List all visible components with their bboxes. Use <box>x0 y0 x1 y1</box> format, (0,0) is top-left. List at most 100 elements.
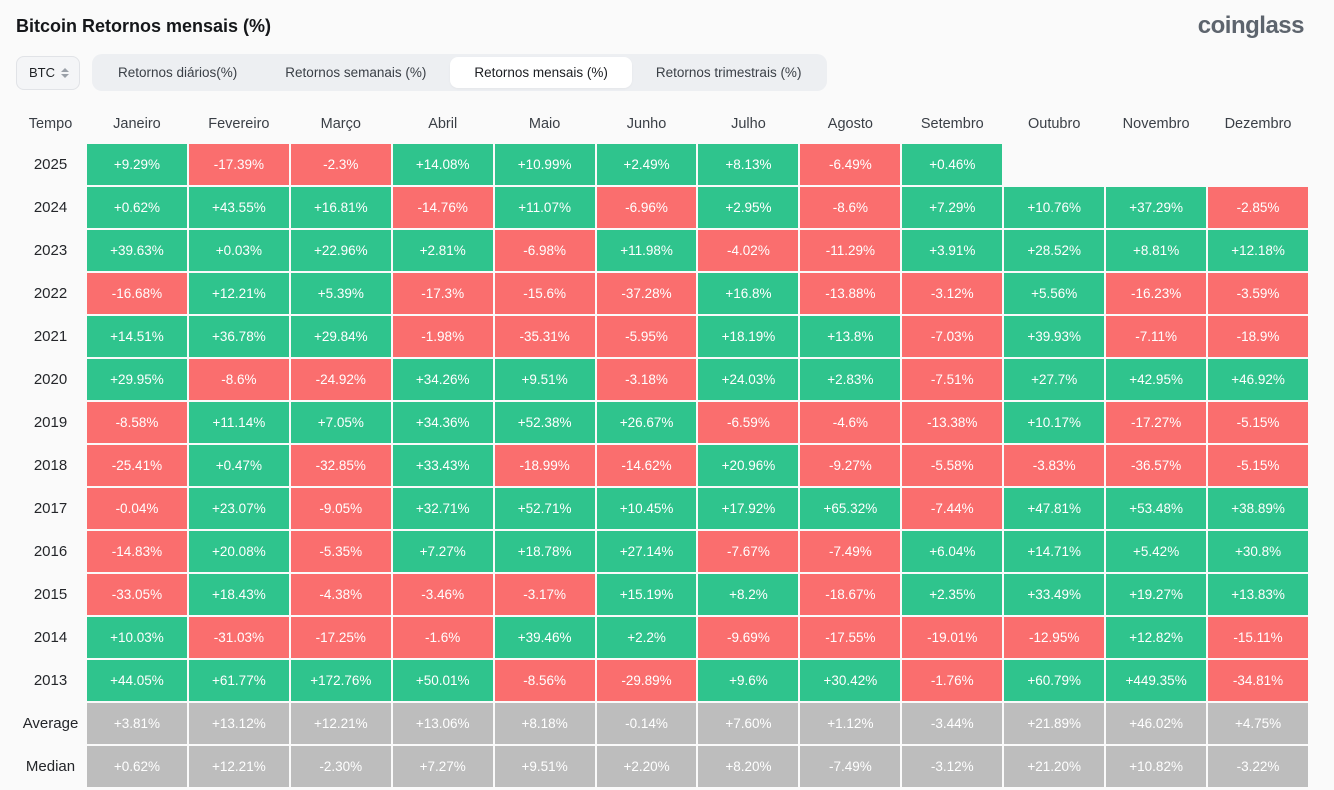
cell-2020-dezembro: +46.92% <box>1208 359 1308 400</box>
cell-average-outubro: +21.89% <box>1004 703 1105 744</box>
cell-2014-janeiro: +10.03% <box>87 617 187 658</box>
column-header-outubro: Outubro <box>1027 116 1081 132</box>
cell-2013-janeiro: +44.05% <box>87 660 187 701</box>
cell-2018-marco: -32.85% <box>290 445 391 486</box>
coinglass-logo: coinglass <box>1197 12 1305 39</box>
cell-2014-marco: -17.25% <box>290 617 391 658</box>
cell-average-fevereiro: +13.12% <box>188 703 289 744</box>
cell-2020-novembro: +42.95% <box>1106 359 1207 400</box>
cell-2020-abril: +34.26% <box>392 359 493 400</box>
cell-2019-outubro: +10.17% <box>1004 402 1105 443</box>
cell-average-abril: +13.06% <box>392 703 493 744</box>
cell-2019-julho: -6.59% <box>698 402 799 443</box>
cell-median-dezembro: -3.22% <box>1208 746 1308 787</box>
cell-median-agosto: -7.49% <box>800 746 901 787</box>
cell-2013-maio: -8.56% <box>494 660 595 701</box>
tab-retornos-mensais[interactable]: Retornos mensais (%) <box>450 57 632 88</box>
cell-2017-agosto: +65.32% <box>800 488 901 529</box>
cell-2021-fevereiro: +36.78% <box>188 316 289 357</box>
row-label-2014: 2014 <box>33 629 68 646</box>
cell-median-maio: +9.51% <box>494 746 595 787</box>
cell-2022-setembro: -3.12% <box>902 273 1003 314</box>
cell-2015-maio: -3.17% <box>494 574 595 615</box>
cell-2013-junho: -29.89% <box>596 660 697 701</box>
cell-2024-fevereiro: +43.55% <box>188 187 289 228</box>
column-header-tempo: Tempo <box>28 116 73 132</box>
cell-average-junho: -0.14% <box>596 703 697 744</box>
cell-average-novembro: +46.02% <box>1106 703 1207 744</box>
cell-2018-setembro: -5.58% <box>902 445 1003 486</box>
tab-retornos-diarios[interactable]: Retornos diários(%) <box>118 65 238 80</box>
cell-2018-dezembro: -5.15% <box>1208 445 1308 486</box>
cell-median-marco: -2.30% <box>290 746 391 787</box>
cell-2023-junho: +11.98% <box>596 230 697 271</box>
cell-2019-marco: +7.05% <box>290 402 391 443</box>
cell-2023-setembro: +3.91% <box>902 230 1003 271</box>
cell-2020-marco: -24.92% <box>290 359 391 400</box>
cell-2018-maio: -18.99% <box>494 445 595 486</box>
row-label-2021: 2021 <box>33 328 68 345</box>
cell-2015-fevereiro: +18.43% <box>188 574 289 615</box>
tab-retornos-semanais[interactable]: Retornos semanais (%) <box>285 65 427 80</box>
cell-2025-novembro <box>1106 144 1206 185</box>
cell-2015-setembro: +2.35% <box>902 574 1003 615</box>
cell-2021-abril: -1.98% <box>392 316 493 357</box>
cell-median-novembro: +10.82% <box>1106 746 1207 787</box>
row-label-2013: 2013 <box>33 672 68 689</box>
row-label-2025: 2025 <box>33 156 68 173</box>
row-label-2020: 2020 <box>33 371 68 388</box>
cell-2025-marco: -2.3% <box>290 144 391 185</box>
cell-2019-dezembro: -5.15% <box>1208 402 1308 443</box>
cell-2017-outubro: +47.81% <box>1004 488 1105 529</box>
cell-2017-fevereiro: +23.07% <box>188 488 289 529</box>
cell-2025-maio: +10.99% <box>494 144 595 185</box>
cell-2022-abril: -17.3% <box>392 273 493 314</box>
cell-2016-junho: +27.14% <box>596 531 697 572</box>
cell-2016-outubro: +14.71% <box>1004 531 1105 572</box>
cell-2016-abril: +7.27% <box>392 531 493 572</box>
cell-2021-outubro: +39.93% <box>1004 316 1105 357</box>
cell-2015-marco: -4.38% <box>290 574 391 615</box>
cell-2025-agosto: -6.49% <box>800 144 901 185</box>
cell-2015-agosto: -18.67% <box>800 574 901 615</box>
column-header-dezembro: Dezembro <box>1224 116 1292 132</box>
cell-average-julho: +7.60% <box>698 703 799 744</box>
row-label-2016: 2016 <box>33 543 68 560</box>
cell-average-dezembro: +4.75% <box>1208 703 1308 744</box>
row-label-2023: 2023 <box>33 242 68 259</box>
cell-2018-abril: +33.43% <box>392 445 493 486</box>
cell-median-abril: +7.27% <box>392 746 493 787</box>
cell-2023-outubro: +28.52% <box>1004 230 1105 271</box>
cell-2022-maio: -15.6% <box>494 273 595 314</box>
cell-2015-janeiro: -33.05% <box>87 574 187 615</box>
cell-2019-novembro: -17.27% <box>1106 402 1207 443</box>
cell-average-agosto: +1.12% <box>800 703 901 744</box>
cell-2023-julho: -4.02% <box>698 230 799 271</box>
cell-2013-abril: +50.01% <box>392 660 493 701</box>
cell-2017-dezembro: +38.89% <box>1208 488 1308 529</box>
controls-row: BTC Retornos diários(%) Retornos semanai… <box>16 54 1318 91</box>
symbol-select[interactable]: BTC <box>16 55 80 90</box>
row-label-2015: 2015 <box>33 586 68 603</box>
cell-2016-dezembro: +30.8% <box>1208 531 1308 572</box>
cell-2022-janeiro: -16.68% <box>87 273 187 314</box>
cell-2014-abril: -1.6% <box>392 617 493 658</box>
cell-2021-setembro: -7.03% <box>902 316 1003 357</box>
cell-2022-outubro: +5.56% <box>1004 273 1105 314</box>
column-header-janeiro: Janeiro <box>113 116 161 132</box>
cell-2025-abril: +14.08% <box>392 144 493 185</box>
returns-tabs: Retornos diários(%) Retornos semanais (%… <box>92 54 828 91</box>
cell-2021-marco: +29.84% <box>290 316 391 357</box>
cell-2021-maio: -35.31% <box>494 316 595 357</box>
cell-average-marco: +12.21% <box>290 703 391 744</box>
cell-2017-marco: -9.05% <box>290 488 391 529</box>
cell-2016-maio: +18.78% <box>494 531 595 572</box>
cell-2022-marco: +5.39% <box>290 273 391 314</box>
cell-2017-setembro: -7.44% <box>902 488 1003 529</box>
cell-2015-novembro: +19.27% <box>1106 574 1207 615</box>
cell-2023-janeiro: +39.63% <box>87 230 187 271</box>
tab-retornos-trimestrais[interactable]: Retornos trimestrais (%) <box>655 65 802 80</box>
row-label-2019: 2019 <box>33 414 68 431</box>
cell-2013-outubro: +60.79% <box>1004 660 1105 701</box>
cell-2020-maio: +9.51% <box>494 359 595 400</box>
